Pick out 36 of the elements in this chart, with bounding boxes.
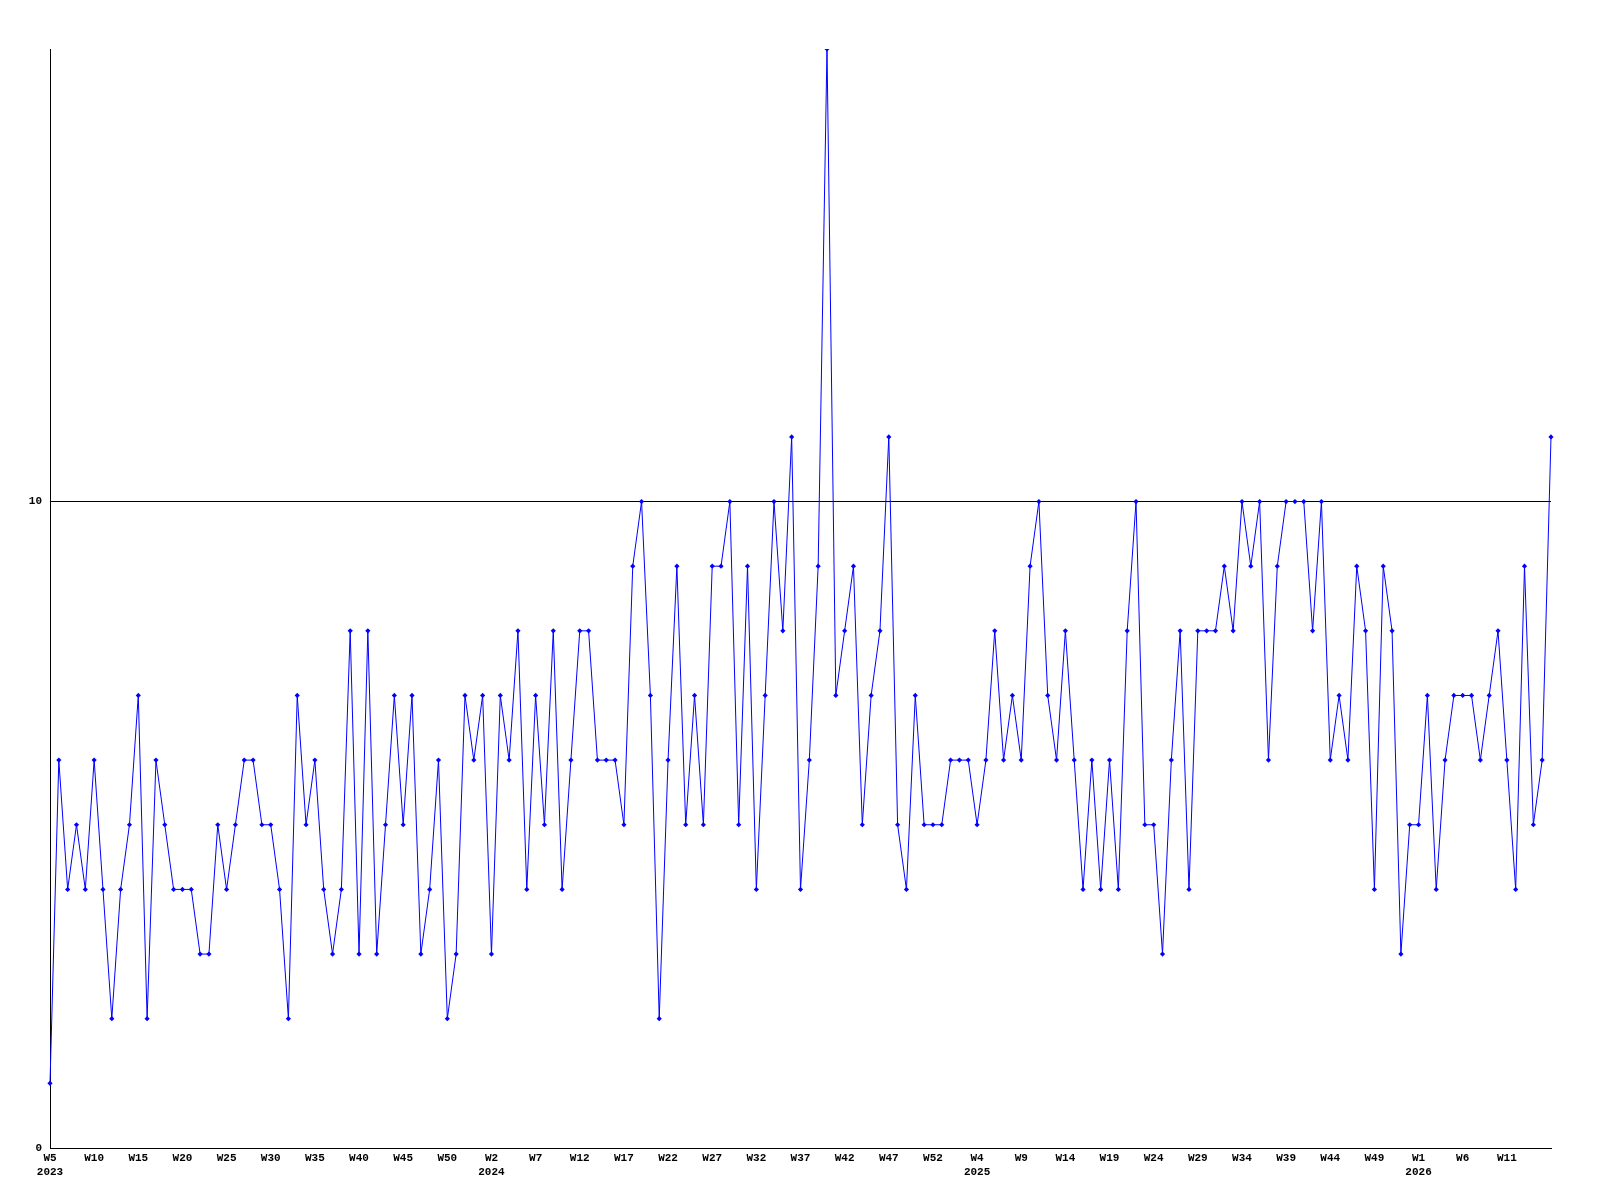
x-tick-label: W50 [437,1152,458,1165]
x-tick-label: W35 [304,1152,326,1165]
x-tick-label: W52 [923,1152,943,1165]
y-tick-label: 10 [28,495,42,508]
x-tick-label: W29 [1187,1152,1208,1165]
y-tick-label: 0 [35,1141,42,1154]
x-tick-label: W14 [1055,1152,1076,1165]
x-tick-label: W30 [260,1152,281,1165]
x-tick-label: W1 2026 [1405,1152,1432,1178]
x-tick-label: W47 [878,1152,899,1165]
x-tick-label: W39 [1276,1152,1297,1165]
x-tick-label: W19 [1099,1152,1120,1165]
x-tick-label: W34 [1232,1152,1253,1165]
x-tick-label: W12 [569,1152,590,1165]
x-tick-label: W40 [349,1152,369,1165]
x-tick-label: W10 [84,1152,105,1165]
x-tick-label: W17 [614,1152,634,1165]
x-tick-label: W15 [128,1152,149,1165]
x-tick-label: W25 [216,1152,237,1165]
x-tick-label: W5 2023 [36,1152,64,1178]
x-tick-label: W11 [1496,1152,1518,1165]
x-tick-label: W22 [658,1152,678,1165]
x-tick-label: W32 [746,1152,767,1165]
x-tick-label: W24 [1143,1152,1164,1165]
x-tick-label: W45 [393,1152,414,1165]
x-tick-label: W49 [1364,1152,1385,1165]
x-tick-label: W2 2024 [478,1152,506,1178]
x-tick-label: W42 [834,1152,855,1165]
x-tick-label: W9 [1014,1152,1028,1165]
x-tick-label: W7 [529,1152,543,1165]
x-tick-label: W4 2025 [963,1152,991,1178]
x-tick-label: W6 [1456,1152,1470,1165]
x-tick-label: W44 [1320,1152,1341,1165]
x-tick-label: W37 [790,1152,811,1165]
x-tick-label: W27 [702,1152,723,1165]
x-tick-label: W20 [172,1152,193,1165]
